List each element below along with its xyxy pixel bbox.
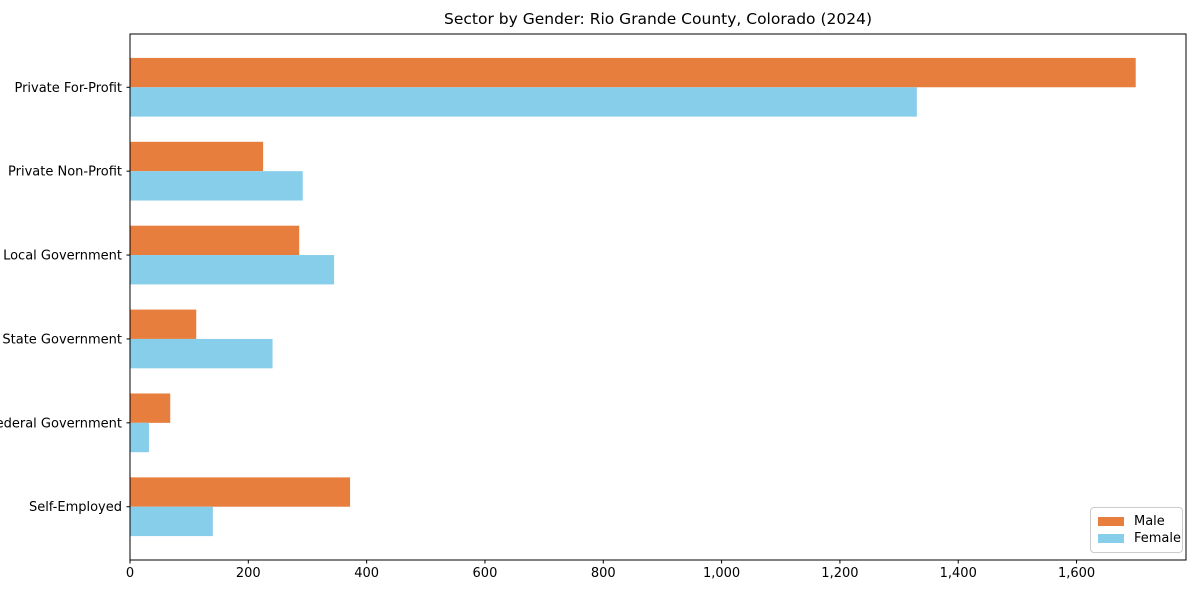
bar-female-1	[130, 171, 303, 201]
bar-female-0	[130, 87, 917, 117]
x-tick-label: 1,000	[703, 566, 740, 581]
x-tick-label: 200	[236, 566, 261, 581]
legend: Male Female	[1090, 507, 1183, 553]
legend-label-female: Female	[1134, 531, 1182, 546]
bar-female-3	[130, 338, 273, 369]
x-tick-label: 600	[473, 566, 498, 581]
bar-female-5	[130, 506, 213, 537]
bar-male-2	[130, 225, 300, 256]
y-tick-label-2: Local Government	[3, 249, 122, 264]
bar-male-4	[130, 393, 171, 423]
bar-male-0	[130, 57, 1136, 88]
bar-female-4	[130, 422, 149, 453]
bar-male-3	[130, 309, 197, 339]
x-tick-label: 1,200	[821, 566, 858, 581]
y-tick-label-5: Self-Employed	[29, 500, 122, 515]
x-tick-label: 1,600	[1058, 566, 1095, 581]
y-tick-label-0: Private For-Profit	[14, 81, 122, 96]
chart-title: Sector by Gender: Rio Grande County, Col…	[444, 10, 872, 28]
legend-swatch-male	[1098, 517, 1124, 526]
x-tick-label: 800	[591, 566, 616, 581]
legend-item-male: Male	[1098, 515, 1175, 528]
x-tick-label: 400	[354, 566, 379, 581]
y-tick-label-4: Federal Government	[0, 416, 122, 431]
bar-female-2	[130, 255, 335, 285]
legend-swatch-female	[1098, 534, 1124, 543]
x-tick-label: 1,400	[940, 566, 977, 581]
y-tick-label-1: Private Non-Profit	[8, 165, 122, 180]
legend-item-female: Female	[1098, 532, 1181, 545]
legend-label-male: Male	[1134, 514, 1165, 529]
plot-border	[129, 33, 1187, 561]
bar-male-1	[130, 141, 264, 172]
bar-male-5	[130, 477, 351, 507]
y-tick-label-3: State Government	[2, 332, 122, 347]
x-tick-label: 0	[126, 566, 134, 581]
